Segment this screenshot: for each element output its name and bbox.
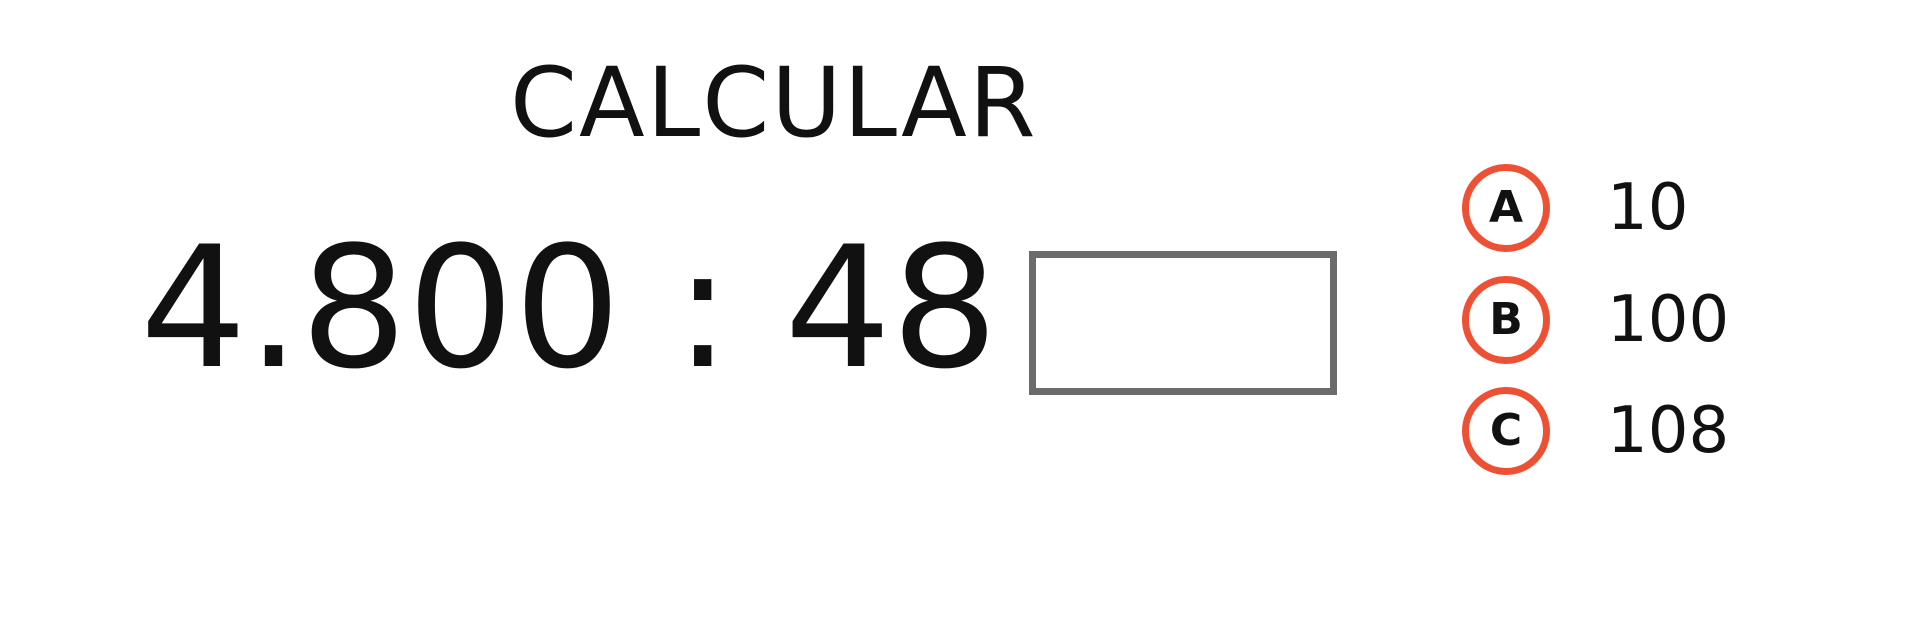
option-a[interactable]: A 10 bbox=[1462, 164, 1762, 252]
answer-box[interactable] bbox=[1029, 251, 1337, 395]
option-b-value: 100 bbox=[1607, 283, 1730, 357]
option-b-letter: B bbox=[1489, 294, 1523, 345]
dividend: 4.800 bbox=[140, 210, 621, 406]
divisor: 48 bbox=[784, 210, 999, 406]
page-title: CALCULAR bbox=[510, 47, 1038, 159]
option-c-circle-icon bbox=[1462, 387, 1550, 475]
option-a-circle-icon bbox=[1462, 164, 1550, 252]
division-operator: : bbox=[674, 210, 731, 406]
option-b[interactable]: B 100 bbox=[1462, 276, 1762, 364]
option-a-value: 10 bbox=[1607, 171, 1689, 245]
option-c-value: 108 bbox=[1607, 394, 1730, 468]
option-c[interactable]: C 108 bbox=[1462, 387, 1762, 475]
option-a-letter: A bbox=[1488, 182, 1524, 233]
option-c-letter: C bbox=[1489, 405, 1523, 456]
option-b-circle-icon bbox=[1462, 276, 1550, 364]
